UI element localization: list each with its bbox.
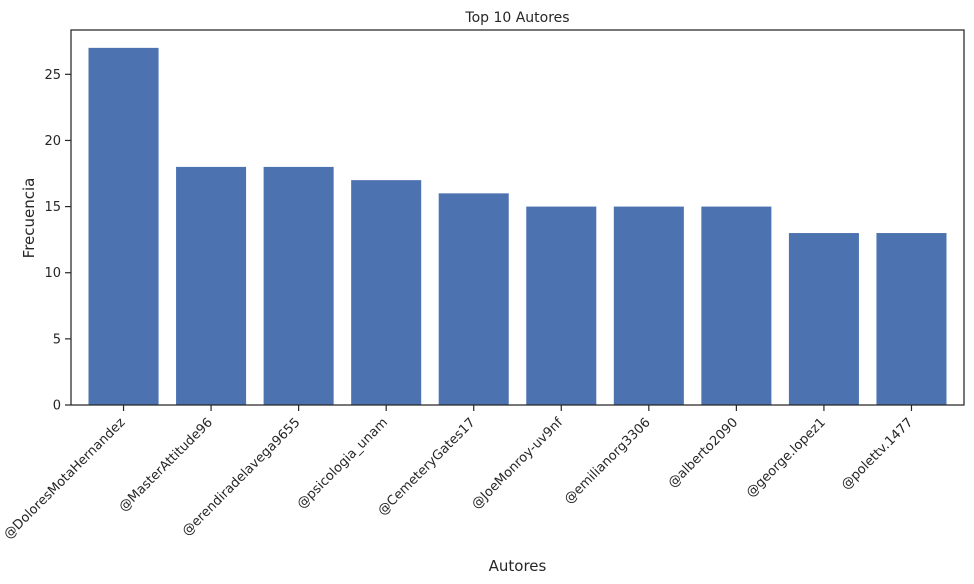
x-tick-label: @CemeteryGates17 <box>375 415 478 518</box>
x-axis-label: Autores <box>489 557 547 575</box>
y-tick-label: 0 <box>53 399 61 414</box>
bar-3 <box>263 166 334 405</box>
y-tick-label: 25 <box>44 68 61 83</box>
chart-title: Top 10 Autores <box>464 10 569 26</box>
x-axis-ticks: @DoloresMotaHernandez@MasterAttitude96 @e… <box>1 405 916 543</box>
bar-5 <box>438 193 509 405</box>
plot-frame <box>70 29 965 406</box>
bar-9 <box>788 233 859 405</box>
y-tick-label: 5 <box>53 332 61 347</box>
bar-7 <box>613 206 684 405</box>
bar-4 <box>351 180 422 405</box>
bar-10 <box>876 233 947 405</box>
y-tick-label: 20 <box>44 134 61 149</box>
x-tick-label: @psicologia_unam <box>294 415 391 512</box>
bars <box>88 47 947 405</box>
y-tick-label: 15 <box>44 200 61 215</box>
y-axis-label: Frecuencia <box>20 178 38 259</box>
bar-2 <box>176 166 247 405</box>
y-tick-label: 10 <box>44 266 61 281</box>
y-axis-ticks: 0 5 10 15 20 25 <box>44 68 71 414</box>
x-tick-label: @JoeMonroy-uv9nf <box>469 415 566 512</box>
x-tick-label: @emilianorg3306 <box>562 415 654 507</box>
x-tick-label: @DoloresMotaHernandez <box>1 415 128 542</box>
x-tick-label: @polettv.1477 <box>839 415 917 493</box>
x-tick-label: @alberto2090 <box>665 415 741 491</box>
bar-8 <box>701 206 772 405</box>
x-tick-label: @MasterAttitude96 <box>116 415 216 515</box>
bar-6 <box>526 206 597 405</box>
bar-1 <box>88 47 159 405</box>
x-tick-label: @george.lopez1 <box>743 415 828 500</box>
